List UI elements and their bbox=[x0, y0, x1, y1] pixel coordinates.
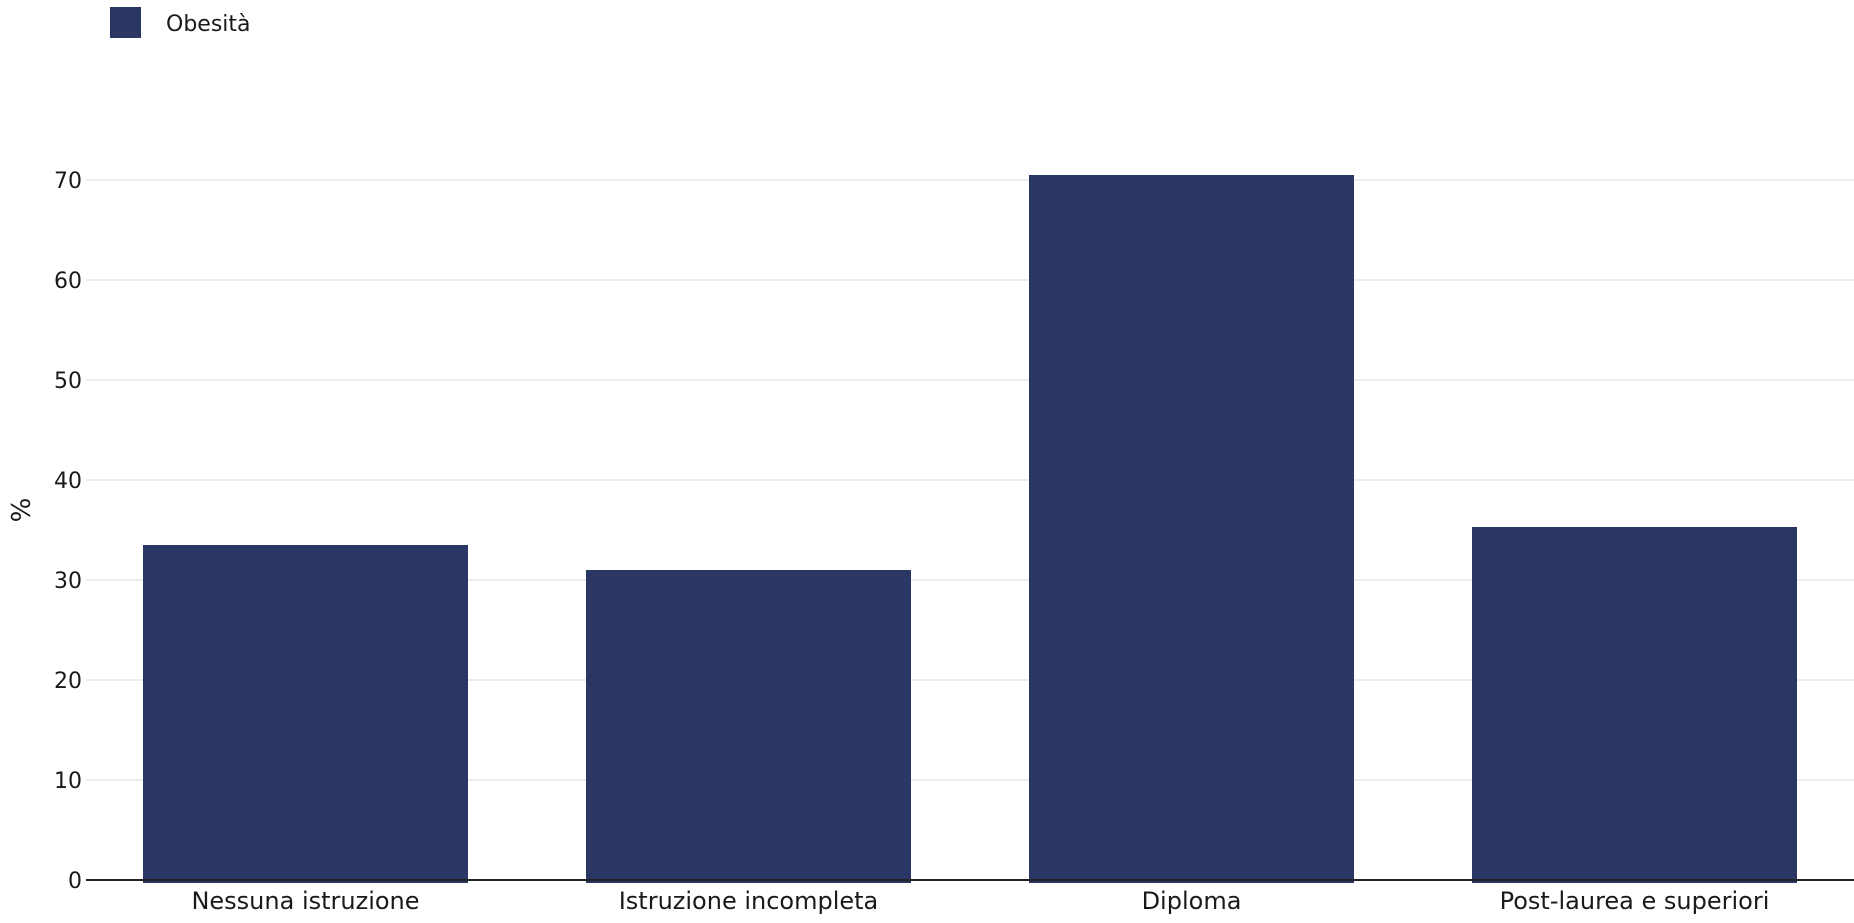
y-tick-label: 70 bbox=[54, 169, 82, 194]
x-tick-label: Diploma bbox=[1142, 887, 1242, 915]
y-tick-label: 60 bbox=[54, 269, 82, 294]
x-tick-label: Istruzione incompleta bbox=[619, 887, 879, 915]
y-tick-label: 40 bbox=[54, 469, 82, 494]
bar bbox=[1472, 527, 1797, 883]
y-tick-label: 30 bbox=[54, 569, 82, 594]
x-axis-labels: Nessuna istruzione Istruzione incompleta D… bbox=[191, 887, 1769, 915]
bar bbox=[143, 545, 468, 883]
y-axis-ticks: 0 10 20 30 40 50 60 70 bbox=[54, 169, 82, 894]
y-tick-label: 0 bbox=[68, 869, 82, 894]
y-tick-label: 20 bbox=[54, 669, 82, 694]
x-tick-label: Nessuna istruzione bbox=[191, 887, 419, 915]
bar bbox=[1029, 175, 1354, 883]
legend: Obesità bbox=[110, 7, 251, 38]
legend-label: Obesità bbox=[166, 12, 251, 37]
y-axis-title: % bbox=[7, 498, 37, 523]
bars bbox=[143, 175, 1797, 883]
y-tick-label: 50 bbox=[54, 369, 82, 394]
bar bbox=[586, 570, 911, 883]
legend-swatch bbox=[110, 7, 141, 38]
x-tick-label: Post-laurea e superiori bbox=[1500, 887, 1770, 915]
y-tick-label: 10 bbox=[54, 769, 82, 794]
